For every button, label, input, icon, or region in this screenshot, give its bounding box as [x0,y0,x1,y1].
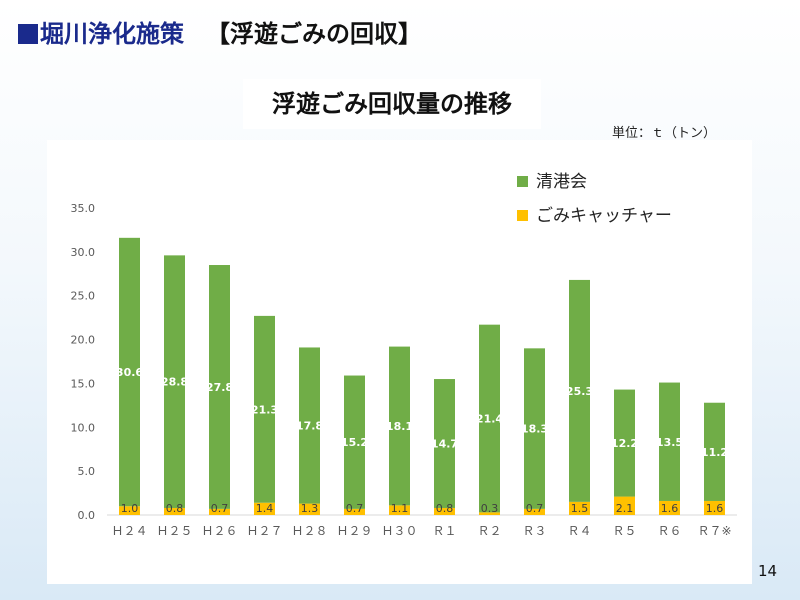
data-label-seikokai: 18.1 [386,420,413,433]
x-category-label: Ｒ６ [657,524,681,538]
bar-gomi-catcher [164,507,185,515]
bar-gomi-catcher [209,508,230,515]
bar-gomi-catcher [299,503,320,515]
page-number: 14 [758,562,778,580]
legend-item-seikokai: 清港会 [517,170,672,204]
chart-panel: 0.0 5.0 10.0 15.0 20.0 25.0 30.0 35.0 1.0 30.6 Ｈ２４… [47,140,752,584]
bar-seikokai [479,324,500,513]
chart-subtitle: 浮遊ごみ回収量の推移 [243,79,541,129]
legend-swatch-seikokai [517,176,528,187]
data-label-seikokai: 28.8 [161,376,188,389]
x-category-label: Ｒ３ [522,524,546,538]
data-label-gomi-catcher: 0.8 [436,502,454,515]
bar-gomi-catcher [119,506,140,515]
slide-title-main-text: 堀川浄化施策 [40,20,184,48]
bar-gomi-catcher [479,512,500,515]
stacked-bar-chart: 0.0 5.0 10.0 15.0 20.0 25.0 30.0 35.0 1.0 30.6 Ｈ２４… [71,202,737,538]
legend-item-gomi-catcher: ごみキャッチャー [517,204,672,238]
x-category-label: Ｒ５ [612,524,636,538]
x-category-label: Ｈ２６ [201,524,237,538]
data-label-gomi-catcher: 0.7 [526,502,544,515]
bar-seikokai [614,389,635,497]
data-label-gomi-catcher: 1.5 [571,502,589,515]
bar-gomi-catcher [569,501,590,515]
data-label-seikokai: 17.8 [296,420,323,433]
bar-gomi-catcher [344,508,365,515]
bar-gomi-catcher [434,507,455,515]
bar-gomi-catcher [524,508,545,515]
bar-seikokai [434,379,455,508]
data-label-gomi-catcher: 1.3 [301,502,319,515]
y-tick-label: 35.0 [71,202,96,215]
bar-seikokai [119,237,140,507]
bar-seikokai [569,279,590,502]
x-category-label: Ｒ２ [477,524,501,538]
y-tick-label: 30.0 [71,246,96,259]
legend-swatch-gomi-catcher [517,210,528,221]
data-label-gomi-catcher: 1.6 [706,502,724,515]
bar-seikokai [524,348,545,509]
legend-label-seikokai: 清港会 [536,172,587,192]
bar-seikokai [254,315,275,503]
y-tick-label: 20.0 [71,334,96,347]
data-label-seikokai: 18.3 [521,423,548,436]
data-label-gomi-catcher: 1.4 [256,502,274,515]
data-label-gomi-catcher: 1.0 [121,502,139,515]
data-label-seikokai: 27.8 [206,381,233,394]
x-category-label: Ｈ２８ [291,524,327,538]
bar-seikokai [389,346,410,506]
y-tick-label: 10.0 [71,421,96,434]
data-label-seikokai: 30.6 [116,366,143,379]
slide-title: 堀川浄化施策 【浮遊ごみの回収】 [18,14,422,54]
bar-gomi-catcher [704,500,725,515]
data-label-seikokai: 13.5 [656,436,683,449]
square-bullet-icon [18,24,38,44]
slide-title-main: 堀川浄化施策 [18,20,184,48]
data-label-gomi-catcher: 0.3 [481,502,499,515]
data-label-gomi-catcher: 1.1 [391,502,409,515]
data-label-seikokai: 15.2 [341,436,368,449]
data-label-seikokai: 21.3 [251,403,278,416]
legend-label-gomi-catcher: ごみキャッチャー [536,206,672,226]
x-category-label: Ｒ７※ [697,524,731,538]
bar-gomi-catcher [614,496,635,515]
x-category-label: Ｈ２９ [336,524,372,538]
bar-seikokai [704,402,725,501]
data-label-gomi-catcher: 0.8 [166,502,184,515]
unit-note: 単位：ｔ（トン） [612,126,717,141]
x-category-label: Ｒ４ [567,524,591,538]
data-label-gomi-catcher: 0.7 [346,502,364,515]
bar-gomi-catcher [659,500,680,515]
bar-seikokai [164,255,185,508]
bar-seikokai [659,382,680,501]
data-label-gomi-catcher: 1.6 [661,502,679,515]
bar-seikokai [209,265,230,509]
data-label-seikokai: 11.2 [701,446,728,459]
data-label-gomi-catcher: 2.1 [616,502,634,515]
y-tick-label: 25.0 [71,290,96,303]
data-label-seikokai: 21.4 [476,413,503,426]
chart-legend: 清港会 ごみキャッチャー [517,170,672,238]
bar-gomi-catcher [254,502,275,515]
x-category-label: Ｈ２４ [111,524,147,538]
x-category-label: Ｈ２５ [156,524,192,538]
x-category-label: Ｈ２７ [246,524,282,538]
data-label-gomi-catcher: 0.7 [211,502,229,515]
y-tick-label: 0.0 [78,509,96,522]
x-category-label: Ｒ１ [432,524,456,538]
data-label-seikokai: 12.2 [611,437,638,450]
x-category-label: Ｈ３０ [381,524,417,538]
data-label-seikokai: 14.7 [431,438,458,451]
data-label-seikokai: 25.3 [566,385,593,398]
bar-gomi-catcher [389,505,410,515]
bar-seikokai [344,375,365,509]
y-tick-label: 5.0 [78,465,96,478]
bar-seikokai [299,347,320,504]
y-tick-label: 15.0 [71,377,96,390]
slide-title-topic: 【浮遊ごみの回収】 [206,20,422,48]
